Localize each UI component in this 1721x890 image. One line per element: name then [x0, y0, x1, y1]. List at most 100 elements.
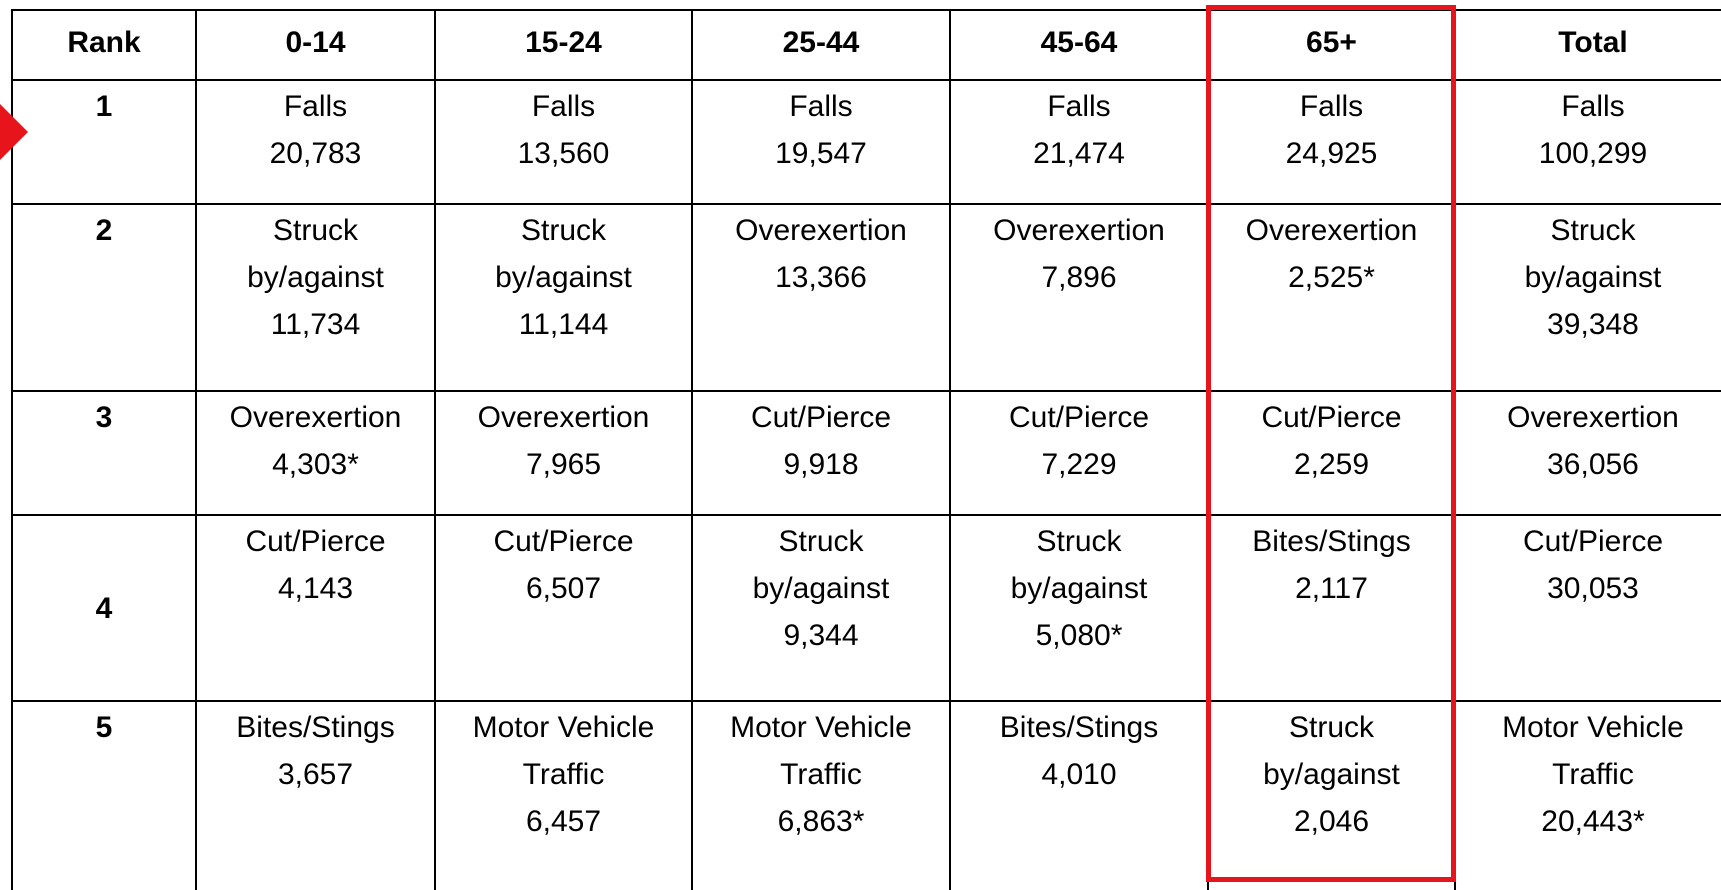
cell-text: by/against [247, 261, 384, 294]
data-cell: Struck by/against 39,348 [1454, 203, 1721, 390]
header-cell: 0-14 [195, 9, 434, 79]
data-cell: Motor Vehicle Traffic 6,863* [691, 700, 949, 890]
cell-text: 11,734 [270, 308, 361, 341]
cell-text: by/against [752, 572, 890, 605]
cell-text: 20,443* [1541, 805, 1645, 838]
cell-text: Cut/Pierce [1008, 401, 1150, 434]
data-cell: Cut/Pierce 9,918 [691, 390, 949, 514]
cell-text: Cut/Pierce [750, 401, 892, 434]
cell-text: 7,229 [1041, 448, 1117, 481]
cell-text: Falls [531, 90, 596, 123]
cell-text: 15-24 [525, 26, 602, 59]
cell-text: 5 [95, 711, 113, 744]
rank-cell: 1 [11, 79, 195, 203]
data-cell: Cut/Pierce 4,143 [195, 514, 434, 700]
cell-text: Overexertion [735, 214, 907, 247]
cell-text: Struck [272, 214, 359, 247]
cell-text: Cut/Pierce [1522, 525, 1664, 558]
cell-text: Cut/Pierce [245, 525, 386, 558]
cell-text: 3,657 [277, 758, 354, 791]
data-cell: Falls 20,783 [195, 79, 434, 203]
cell-text: 3 [95, 401, 113, 434]
cell-text: 11,144 [518, 308, 609, 341]
cell-text: Cut/Pierce [1261, 401, 1402, 434]
data-cell: Cut/Pierce 30,053 [1454, 514, 1721, 700]
data-cell: Overexertion 7,896 [949, 203, 1207, 390]
data-cell: Falls 24,925 [1207, 79, 1454, 203]
cell-text: 20,783 [269, 137, 362, 170]
cell-text: Struck [1550, 214, 1636, 247]
header-cell: Rank [11, 9, 195, 79]
cell-text: 13,560 [517, 137, 610, 170]
data-cell: Struck by/against 11,144 [434, 203, 691, 390]
header-cell: 15-24 [434, 9, 691, 79]
header-cell: 25-44 [691, 9, 949, 79]
cell-text: Traffic [1552, 758, 1634, 791]
cell-text: 13,366 [775, 261, 867, 294]
cell-text: 24,925 [1285, 137, 1378, 170]
data-cell: Falls 21,474 [949, 79, 1207, 203]
cell-text: Motor Vehicle [730, 711, 912, 744]
cell-text: 6,507 [525, 572, 602, 605]
cell-text: Cut/Pierce [493, 525, 634, 558]
rank-cell: 4 [11, 514, 195, 700]
data-cell: Struck by/against 5,080* [949, 514, 1207, 700]
cell-text: 0-14 [285, 26, 346, 59]
cell-text: Bites/Stings [1252, 525, 1411, 558]
cell-text: 9,918 [783, 448, 859, 481]
cell-text: 65+ [1306, 26, 1357, 59]
cell-text: 7,896 [1041, 261, 1117, 294]
cell-text: Rank [67, 26, 141, 59]
cell-text: 2 [95, 214, 113, 247]
data-cell: Struck by/against 9,344 [691, 514, 949, 700]
cell-text: by/against [1524, 261, 1662, 294]
data-cell: Falls 100,299 [1454, 79, 1721, 203]
cell-text: 19,547 [775, 137, 867, 170]
cell-text: by/against [1010, 572, 1148, 605]
data-cell: Overexertion 2,525* [1207, 203, 1454, 390]
cell-text: 5,080* [1035, 619, 1123, 652]
cell-text: Falls [789, 90, 853, 123]
cell-text: Overexertion [477, 401, 650, 434]
data-cell: Overexertion 13,366 [691, 203, 949, 390]
data-cell: Cut/Pierce 6,507 [434, 514, 691, 700]
data-cell: Motor Vehicle Traffic 20,443* [1454, 700, 1721, 890]
cell-text: Bites/Stings [236, 711, 395, 744]
data-cell: Motor Vehicle Traffic 6,457 [434, 700, 691, 890]
data-cell: Overexertion 7,965 [434, 390, 691, 514]
cell-text: 6,457 [525, 805, 602, 838]
data-cell: Struck by/against 2,046 [1207, 700, 1454, 890]
rank-cell: 5 [11, 700, 195, 890]
data-cell: Bites/Stings 4,010 [949, 700, 1207, 890]
cell-text: 100,299 [1538, 137, 1648, 170]
data-cell: Falls 19,547 [691, 79, 949, 203]
data-cell: Overexertion 4,303* [195, 390, 434, 514]
cell-text: Falls [283, 90, 348, 123]
data-cell: Falls 13,560 [434, 79, 691, 203]
cell-text: Motor Vehicle [472, 711, 655, 744]
cell-text: 30,053 [1547, 572, 1639, 605]
header-cell: Total [1454, 9, 1721, 79]
cell-text: Struck [520, 214, 607, 247]
cell-text: 2,525* [1288, 261, 1375, 294]
cell-text: Struck [1288, 711, 1375, 744]
cell-text: 25-44 [782, 26, 860, 59]
cell-text: 39,348 [1547, 308, 1639, 341]
cell-text: 2,117 [1295, 572, 1368, 605]
cell-text: Total [1558, 26, 1628, 59]
cell-text: Struck [778, 525, 864, 558]
cell-text: by/against [495, 261, 632, 294]
header-cell: 45-64 [949, 9, 1207, 79]
rank-cell: 3 [11, 390, 195, 514]
cell-text: Traffic [522, 758, 605, 791]
cell-text: Falls [1047, 90, 1111, 123]
cell-text: Falls [1299, 90, 1364, 123]
cell-text: Struck [1036, 525, 1122, 558]
cell-text: 4,143 [277, 572, 354, 605]
cell-text: Overexertion [993, 214, 1165, 247]
cell-text: 4 [95, 591, 113, 625]
cell-text: 36,056 [1547, 448, 1639, 481]
cell-text: Overexertion [1245, 214, 1418, 247]
cell-text: 4,010 [1041, 758, 1117, 791]
